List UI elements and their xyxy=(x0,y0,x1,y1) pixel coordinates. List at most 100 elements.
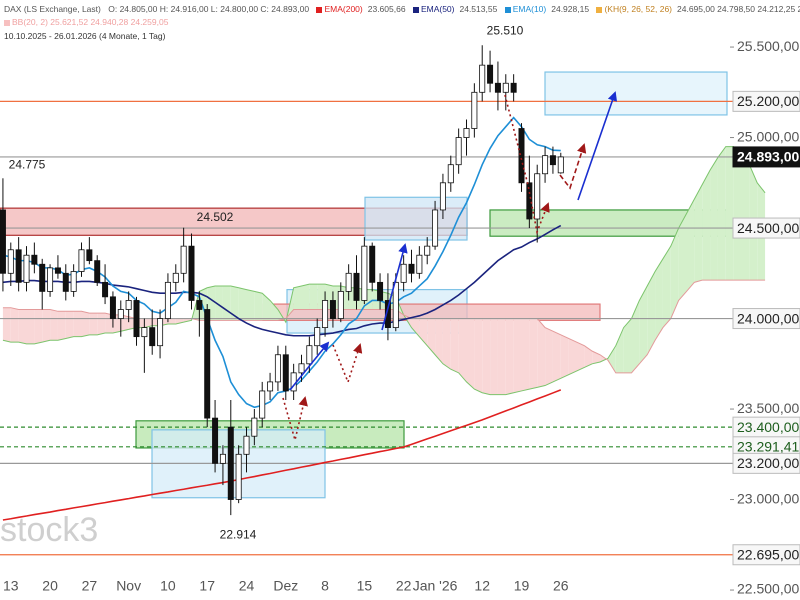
annotations: 25.510 24.775 24.502 22.914 xyxy=(9,23,524,541)
level-label: 23.200,00 xyxy=(737,455,799,471)
candle-body xyxy=(23,254,30,283)
candle-body xyxy=(172,272,179,283)
candle-body xyxy=(408,263,415,274)
cloud-segment xyxy=(552,331,561,382)
annotation: 22.914 xyxy=(220,527,257,541)
candle-body xyxy=(510,82,517,93)
cloud-segment xyxy=(246,289,255,321)
cloud-segment xyxy=(497,318,506,395)
cloud-segment xyxy=(529,318,538,390)
candle-body xyxy=(47,267,54,292)
cloud-segment xyxy=(670,228,679,319)
cloud-segment xyxy=(50,309,58,341)
candle-body xyxy=(345,272,352,292)
candle-body xyxy=(463,128,470,138)
candle-body xyxy=(502,82,509,93)
candle-body xyxy=(15,249,22,283)
cloud-segment xyxy=(710,157,718,281)
cloud-segment xyxy=(309,284,318,310)
cloud-segment xyxy=(702,170,711,281)
watermark: stock3 xyxy=(0,511,98,549)
cloud-segment xyxy=(34,309,43,344)
cloud-segment xyxy=(97,313,106,335)
level-label: 22.695,00 xyxy=(737,546,799,562)
legend-value: 24.513,55 xyxy=(459,4,498,14)
legend-name: EMA(50) xyxy=(420,4,455,14)
cloud-segment xyxy=(222,285,231,321)
candle-body xyxy=(282,354,289,392)
legend-value: 24.928,15 xyxy=(551,4,590,14)
candle-body xyxy=(518,128,525,184)
candle-body xyxy=(235,453,242,500)
level-label: 25.200,00 xyxy=(737,93,799,109)
cloud-segment xyxy=(2,307,11,343)
candle-body xyxy=(102,281,109,298)
level-box xyxy=(732,146,800,168)
candle-body xyxy=(549,155,556,166)
x-tick-label: 12 xyxy=(474,578,490,594)
legend-value: 23.605,66 xyxy=(367,4,406,14)
ema-line xyxy=(2,389,562,521)
x-tick-label: 17 xyxy=(199,578,215,594)
candle-body xyxy=(329,300,336,319)
candle-body xyxy=(439,182,446,211)
candle-body xyxy=(78,249,85,272)
cloud-segment xyxy=(42,309,51,343)
cloud-segment xyxy=(576,342,585,372)
ohlc: O: 24.805,00 H: 24.916,00 L: 24.800,00 C… xyxy=(108,4,310,14)
candle-body xyxy=(227,426,234,500)
cloud-segment xyxy=(505,318,514,395)
candle-body xyxy=(353,272,360,301)
x-tick-label: 22 xyxy=(396,578,412,594)
candle-body xyxy=(424,245,431,256)
level-box xyxy=(732,308,800,330)
legend-swatch xyxy=(316,6,323,13)
candle-body xyxy=(251,417,258,437)
cloud-segment xyxy=(607,345,616,373)
candle-body xyxy=(164,281,171,319)
ichimoku-name: (KH(9, 26, 52, 26) xyxy=(604,4,672,14)
y-tick-label: 25.000,00 xyxy=(737,128,799,144)
cloud-segment xyxy=(262,293,271,321)
zone xyxy=(364,196,468,241)
cloud-segment xyxy=(89,313,98,335)
cloud-edge xyxy=(2,279,766,374)
arrows xyxy=(282,91,618,444)
candle-body xyxy=(534,173,541,220)
candle-body xyxy=(86,249,93,262)
x-tick-label: Nov xyxy=(116,578,141,594)
cloud-segment xyxy=(639,285,648,364)
cloud-segment xyxy=(458,318,467,382)
candle-body xyxy=(557,156,564,174)
x-tick-label: 10 xyxy=(160,578,176,594)
legend-name: EMA(200) xyxy=(324,4,363,14)
candle-body xyxy=(54,267,61,274)
candle-body xyxy=(274,354,281,383)
cloud-segment xyxy=(466,318,475,390)
candle-body xyxy=(219,453,226,464)
candle-body xyxy=(70,271,77,292)
candle-body xyxy=(243,435,250,455)
candle-body xyxy=(133,300,140,338)
header-line: DAX (LS Exchange, Last) O: 24.805,00 H: … xyxy=(4,4,800,14)
cloud-segment xyxy=(615,327,624,373)
cloud-segment xyxy=(10,307,19,343)
cloud-segment xyxy=(647,271,656,355)
cloud-segment xyxy=(81,311,90,337)
cloud-segment xyxy=(435,318,443,364)
candle-body xyxy=(384,300,391,329)
candle-body xyxy=(109,296,116,319)
arrow xyxy=(504,94,550,235)
arrow xyxy=(332,343,363,385)
x-tick-label: 13 xyxy=(3,578,19,594)
level-label: 23.291,41 xyxy=(737,439,799,455)
cloud-segment xyxy=(270,300,278,321)
cloud-segment xyxy=(427,318,436,355)
cloud-segment xyxy=(694,184,703,283)
cloud-segment xyxy=(568,338,577,375)
cloud-segment xyxy=(678,213,687,301)
cloud-segment xyxy=(238,287,247,321)
cloud-segment xyxy=(450,318,459,373)
legend-swatch xyxy=(504,6,511,13)
